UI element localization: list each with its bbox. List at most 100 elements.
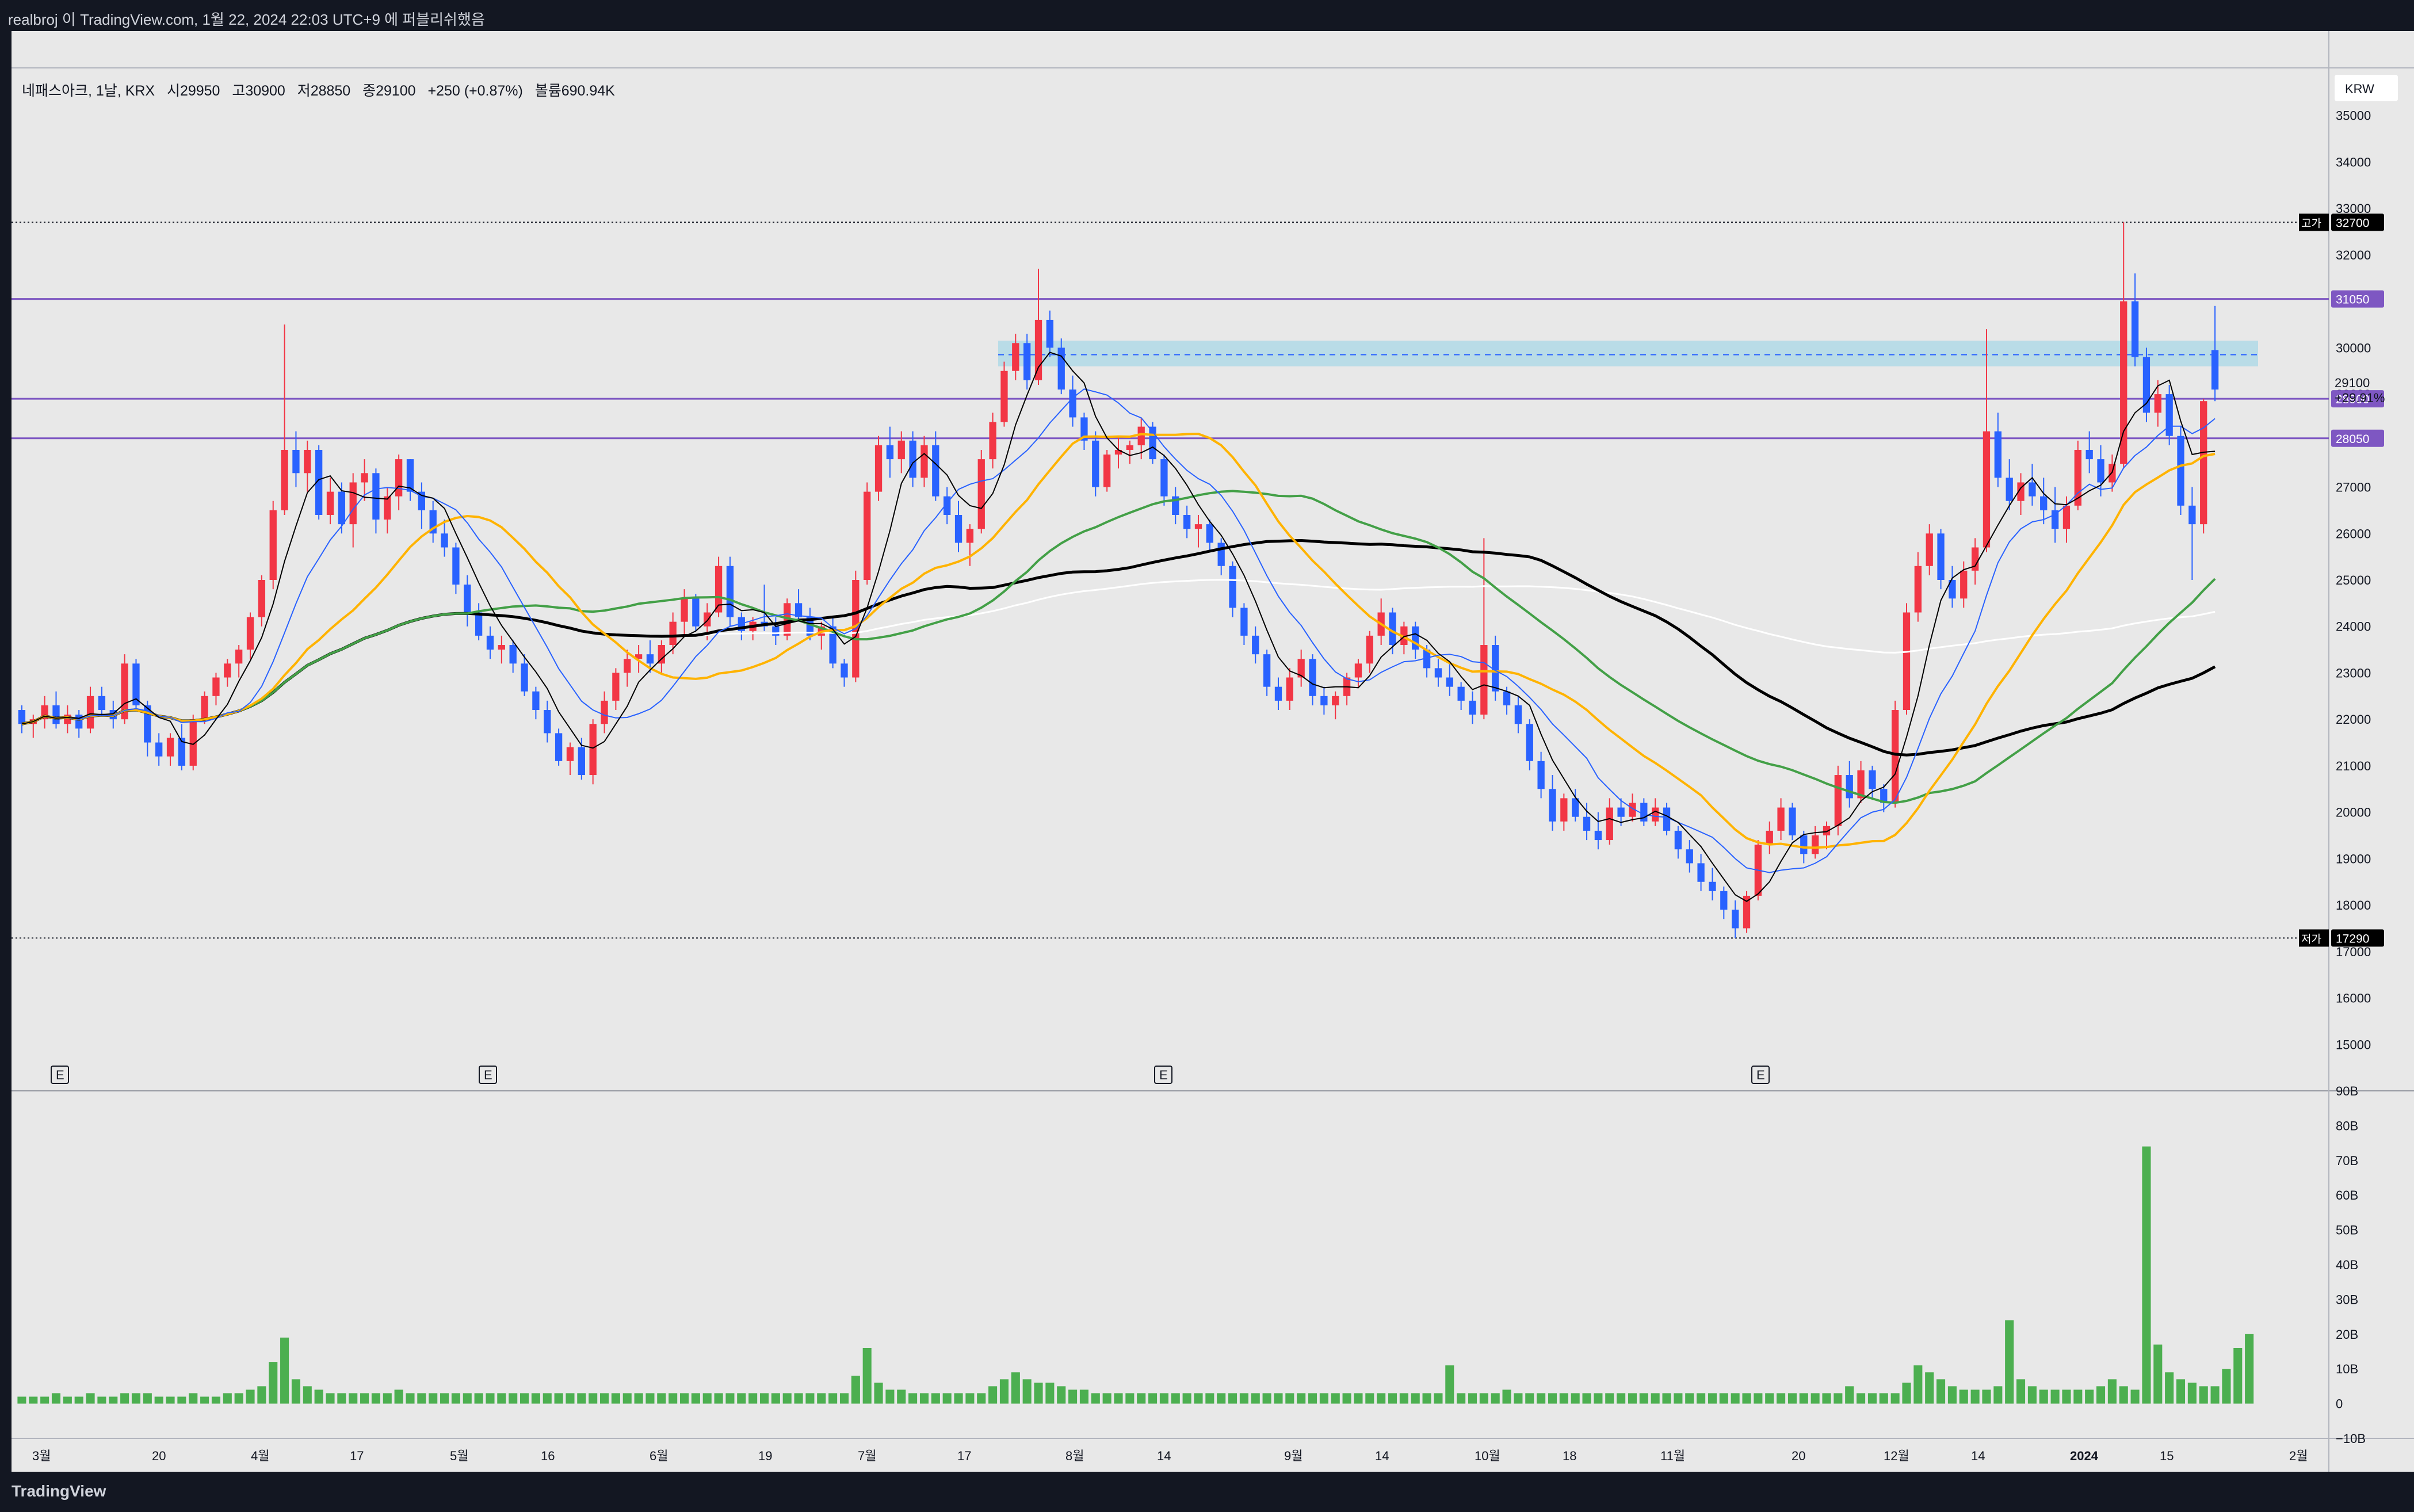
volume-bar: [691, 1393, 700, 1404]
volume-bar: [1514, 1393, 1523, 1404]
candle: [1606, 798, 1613, 845]
candle-body: [178, 738, 186, 766]
candle: [498, 635, 505, 664]
level1-price-label-box: [2331, 290, 2384, 308]
volume-bar: [349, 1393, 358, 1404]
chart-area[interactable]: [12, 31, 2414, 1472]
volume-bar: [1491, 1393, 1500, 1404]
volume-bar: [634, 1393, 643, 1404]
volume-bar: [291, 1379, 300, 1404]
volume-bar: [1765, 1393, 1774, 1404]
volume-bar: [1354, 1393, 1363, 1404]
volume-bar: [1159, 1393, 1168, 1404]
price-tick-label: 26000: [2336, 526, 2371, 541]
volume-bar: [2062, 1389, 2071, 1404]
candle-body: [954, 514, 962, 543]
candle: [1252, 626, 1259, 664]
volume-bar: [897, 1389, 906, 1404]
candle-body: [715, 566, 723, 613]
earnings-marker-box: [479, 1066, 497, 1084]
candle: [1046, 310, 1054, 357]
level3-price-label-box: [2331, 429, 2384, 447]
candle-body: [395, 459, 403, 497]
candle-body: [258, 580, 266, 617]
volume-bar: [1468, 1393, 1477, 1404]
candle-body: [2177, 436, 2184, 506]
candle: [578, 738, 585, 780]
volume-bar: [2153, 1344, 2163, 1404]
legend-change: +250 (+0.87%): [427, 83, 523, 99]
candle-body: [1629, 803, 1636, 817]
volume-bar: [611, 1393, 620, 1404]
candle-body: [2006, 478, 2013, 501]
candle-body: [1274, 686, 1282, 701]
candle: [18, 705, 26, 734]
volume-bar: [1388, 1393, 1397, 1404]
candle: [2177, 426, 2184, 515]
time-tick-label: 5월: [450, 1449, 468, 1463]
candle-body: [292, 449, 300, 474]
candle: [1674, 826, 1682, 859]
candle-body: [1332, 696, 1339, 705]
volume-bar: [1651, 1393, 1660, 1404]
volume-bar: [1582, 1393, 1591, 1404]
volume-bar: [589, 1393, 598, 1404]
candle: [1194, 514, 1202, 548]
candle: [2188, 487, 2196, 580]
candle-body: [1983, 431, 1991, 548]
candle-body: [1926, 533, 1933, 566]
candle: [920, 436, 928, 487]
volume-bar: [200, 1396, 209, 1404]
candle: [304, 440, 311, 492]
candle: [2040, 478, 2048, 525]
volume-bar: [1297, 1393, 1306, 1404]
price-tick-label: 15000: [2336, 1037, 2371, 1052]
candle: [612, 668, 620, 711]
volume-tick-label: 10B: [2336, 1362, 2358, 1376]
volume-bar: [17, 1396, 26, 1404]
candle-body: [189, 719, 197, 766]
earnings-marker: E: [1159, 1068, 1168, 1082]
candle: [1286, 668, 1293, 711]
candle-body: [1229, 566, 1236, 608]
volume-bar: [1102, 1393, 1111, 1404]
candle-body: [601, 700, 608, 724]
candle: [29, 715, 37, 738]
candle-body: [464, 585, 471, 613]
candle-body: [829, 626, 837, 664]
volume-bar: [1879, 1393, 1888, 1404]
volume-bar: [1457, 1393, 1466, 1404]
candle: [1709, 868, 1716, 901]
candle: [1457, 682, 1465, 711]
candle-body: [1400, 626, 1408, 646]
candle-body: [1434, 668, 1442, 678]
candle-body: [624, 659, 631, 673]
candle: [1937, 529, 1945, 590]
candle: [1332, 691, 1339, 720]
volume-bar: [1617, 1393, 1626, 1404]
legend-symbol[interactable]: 네패스아크, 1날, KRX: [22, 83, 155, 99]
volume-bar: [509, 1393, 518, 1404]
earnings-marker: E: [484, 1068, 492, 1082]
candle: [1126, 440, 1134, 464]
candle: [1263, 650, 1271, 696]
volume-bar: [2165, 1372, 2174, 1404]
volume-bar: [1422, 1393, 1431, 1404]
candle: [897, 431, 905, 474]
candle: [1594, 812, 1602, 850]
candle: [258, 575, 266, 627]
price-tick-label: 18000: [2336, 898, 2371, 912]
candle: [624, 650, 631, 687]
volume-bar: [257, 1386, 266, 1404]
volume-bar: [1239, 1393, 1248, 1404]
candle-body: [1503, 691, 1511, 705]
candle-body: [1137, 426, 1145, 445]
candle: [692, 594, 700, 631]
volume-bar: [74, 1396, 83, 1404]
candle: [1789, 803, 1796, 841]
candle-body: [806, 617, 814, 636]
time-tick-label: 7월: [858, 1449, 876, 1463]
volume-bar: [51, 1393, 61, 1404]
volume-bar: [919, 1393, 929, 1404]
